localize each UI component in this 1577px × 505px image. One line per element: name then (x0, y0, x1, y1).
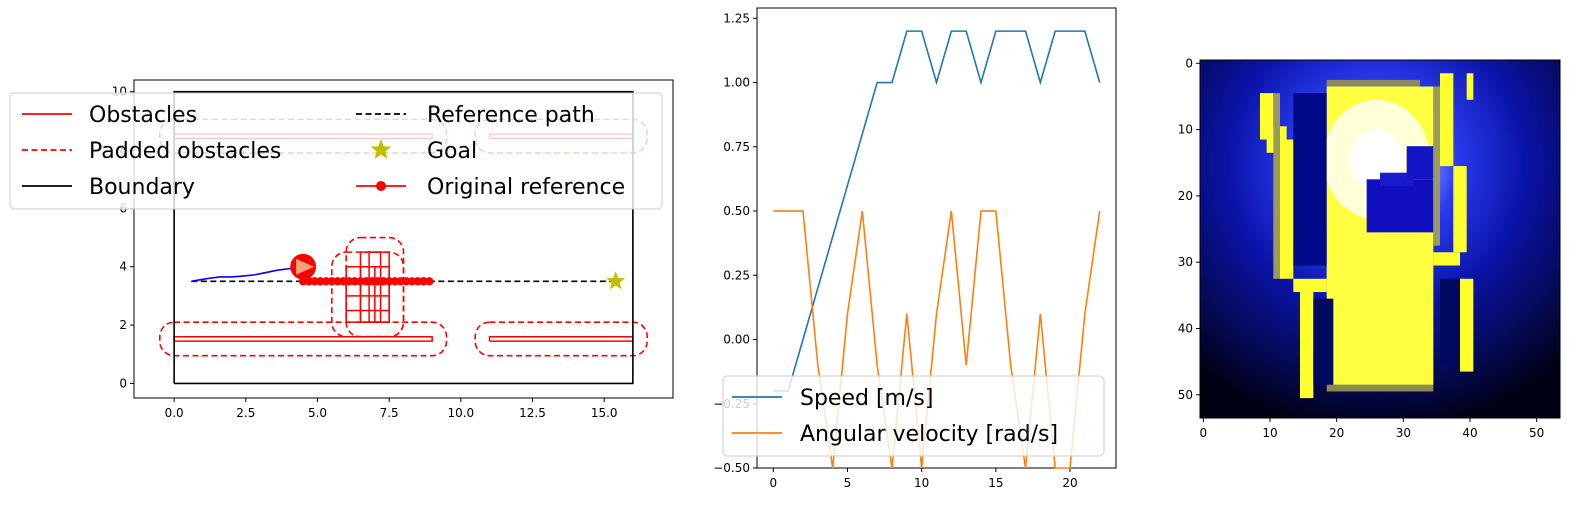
original-reference-point (425, 277, 434, 286)
map-y-tick-label: 2 (119, 318, 127, 332)
map-y-tick-label: 4 (119, 260, 127, 274)
heatmap-y-tick-label: 10 (1178, 123, 1193, 137)
heatmap-corridor (1433, 252, 1460, 266)
heatmap-x-tick-label: 10 (1262, 426, 1277, 440)
padded-obstacle (159, 321, 448, 357)
goal-marker (606, 271, 626, 290)
controls-y-tick-label: 1.25 (723, 11, 750, 25)
map-legend: Obstacles Reference path Padded obstacles G… (9, 92, 663, 210)
heatmap-pocket (1406, 146, 1434, 180)
heatmap-edge (1433, 86, 1440, 246)
controls-y-tick-label: 0.00 (723, 333, 750, 347)
heatmap-y-tick-label: 0 (1185, 56, 1193, 70)
controls-x-tick-label: 15 (988, 476, 1003, 490)
controls-y-tick-label: 0.25 (723, 268, 750, 282)
controls-y-tick-label: 0.50 (723, 204, 750, 218)
heatmap-hole (1293, 93, 1327, 266)
heatmap-x-tick-label: 30 (1396, 426, 1411, 440)
heatmap-corridor (1280, 139, 1294, 279)
map-x-tick-label: 10.0 (447, 406, 474, 420)
padded-obstacle (474, 321, 648, 357)
controls-y-tick-label: 1.00 (723, 76, 750, 90)
controls-x-tick-label: 20 (1062, 476, 1077, 490)
legend-entry-label: Padded obstacles (89, 139, 281, 164)
map-legend-box (9, 92, 663, 210)
heatmap-y-tick-label: 40 (1178, 322, 1193, 336)
heatmap-corridor (1466, 73, 1474, 100)
legend-entry-label: Goal (427, 139, 477, 164)
heatmap-corridor (1453, 166, 1467, 253)
map-x-tick-label: 5.0 (308, 406, 327, 420)
legend-entry-label: Original reference (427, 175, 625, 200)
heatmap-x-tick-label: 40 (1462, 426, 1477, 440)
legend-entry-label: Reference path (427, 103, 595, 128)
heatmap-corridor (1300, 292, 1314, 399)
heatmap-x-tick-label: 0 (1200, 426, 1208, 440)
heatmap-corridor (1293, 278, 1327, 293)
legend-handle (370, 139, 392, 159)
map-x-tick-label: 15.0 (591, 406, 618, 420)
legend-entry-label: Boundary (89, 175, 195, 200)
controls-legend-box (722, 375, 1105, 457)
map-x-tick-label: 0.0 (165, 406, 184, 420)
controls-y-tick-label: −0.50 (713, 461, 750, 475)
robot-trajectory (191, 267, 298, 283)
controls-ticks: 05101520−0.50−0.250.000.250.500.751.001.… (713, 11, 1077, 490)
legend-entry-label: Angular velocity [rad/s] (800, 422, 1058, 447)
heatmap-hole (1440, 278, 1460, 365)
controls-x-tick-label: 0 (769, 476, 777, 490)
legend-handle (376, 181, 386, 191)
legend-entry-label: Speed [m/s] (800, 386, 933, 411)
map-x-tick-label: 2.5 (236, 406, 255, 420)
series-line-0 (773, 30, 1101, 392)
obstacle (368, 251, 382, 323)
heatmap-x-tick-label: 20 (1329, 426, 1344, 440)
map-x-tick-label: 7.5 (380, 406, 399, 420)
heatmap-image (1200, 60, 1560, 418)
heatmap-pocket (1380, 172, 1414, 186)
controls-x-tick-label: 5 (844, 476, 852, 490)
heatmap-axes-frame (1199, 59, 1561, 419)
heatmap-corridor (1460, 278, 1474, 372)
heatmap-y-tick-label: 30 (1178, 255, 1193, 269)
heatmap-hole (1313, 298, 1334, 385)
heatmap-ticks: 0 10 20 30 40 50 0 10 20 30 40 50 (1178, 56, 1545, 440)
controls-legend: Speed [m/s] Angular velocity [rad/s] (722, 375, 1105, 457)
heatmap-y-tick-label: 20 (1178, 189, 1193, 203)
heatmap-edge (1326, 384, 1434, 392)
heatmap-x-tick-label: 50 (1529, 426, 1544, 440)
map-y-tick-label: 0 (119, 376, 127, 390)
controls-y-tick-label: 0.75 (723, 140, 750, 154)
heatmap-edge (1326, 79, 1420, 87)
map-x-tick-label: 12.5 (519, 406, 546, 420)
robot-heading-arrow (296, 258, 315, 275)
heatmap-panel: 0 10 20 30 40 50 0 10 20 30 40 50 (1178, 56, 1561, 440)
legend-entry-label: Obstacles (89, 103, 197, 128)
controls-x-tick-label: 10 (914, 476, 929, 490)
heatmap-pocket (1366, 179, 1434, 233)
heatmap-corridor (1440, 73, 1454, 167)
heatmap-y-tick-label: 50 (1178, 388, 1193, 402)
heatmap-edge (1273, 93, 1280, 279)
